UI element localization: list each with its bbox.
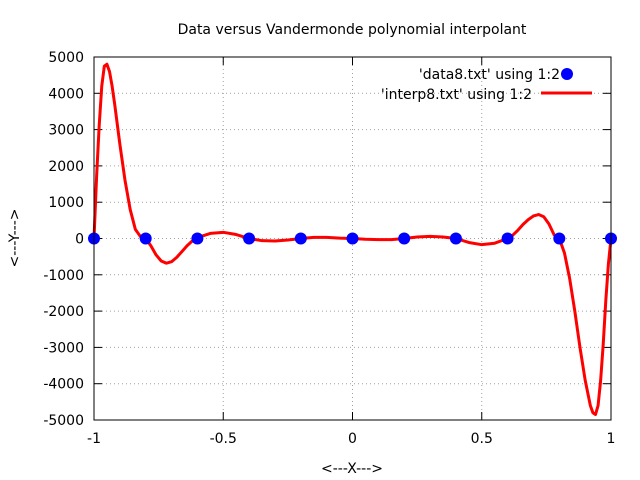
data-point xyxy=(243,232,256,245)
y-tick-label: 5000 xyxy=(48,50,84,66)
x-tick-label: 1 xyxy=(607,431,616,447)
y-tick-label: -4000 xyxy=(43,377,84,393)
x-tick-label: -1 xyxy=(87,431,101,447)
grid-lines xyxy=(94,57,611,420)
x-axis-ticks: -1 -0.5 0 0.5 1 xyxy=(87,57,615,447)
y-axis-ticks: -5000 -4000 -3000 -2000 -1000 0 1000 2000 3000 40… xyxy=(43,50,611,429)
y-tick-label: -5000 xyxy=(43,413,84,429)
legend-label-data: 'data8.txt' using 1:2 xyxy=(419,67,560,83)
y-tick-label: 4000 xyxy=(48,86,84,102)
data-point xyxy=(294,232,307,245)
y-axis-label: <---Y---> xyxy=(7,208,23,267)
x-tick-label: 0.5 xyxy=(471,431,493,447)
x-axis-label: <---X---> xyxy=(321,461,383,477)
data-point xyxy=(398,232,411,245)
y-tick-label: 1000 xyxy=(48,195,84,211)
data-point xyxy=(553,232,566,245)
y-tick-label: 3000 xyxy=(48,123,84,139)
legend-label-interp: 'interp8.txt' using 1:2 xyxy=(381,87,532,103)
data-point xyxy=(139,232,152,245)
data-point xyxy=(449,232,462,245)
data-point xyxy=(191,232,204,245)
legend: 'data8.txt' using 1:2 'interp8.txt' usin… xyxy=(381,67,592,103)
y-tick-label: 2000 xyxy=(48,159,84,175)
y-tick-label: 0 xyxy=(75,232,84,248)
chart-title: Data versus Vandermonde polynomial inter… xyxy=(178,22,527,38)
legend-marker-data xyxy=(561,68,573,80)
series-interp-line xyxy=(92,62,613,417)
x-tick-label: 0 xyxy=(348,431,357,447)
y-tick-label: -1000 xyxy=(43,268,84,284)
plot-border xyxy=(93,56,612,421)
data-point xyxy=(501,232,514,245)
plot-area xyxy=(88,62,617,417)
y-tick-label: -3000 xyxy=(43,340,84,356)
x-tick-label: -0.5 xyxy=(210,431,237,447)
y-tick-label: -2000 xyxy=(43,304,84,320)
data-point xyxy=(346,232,359,245)
